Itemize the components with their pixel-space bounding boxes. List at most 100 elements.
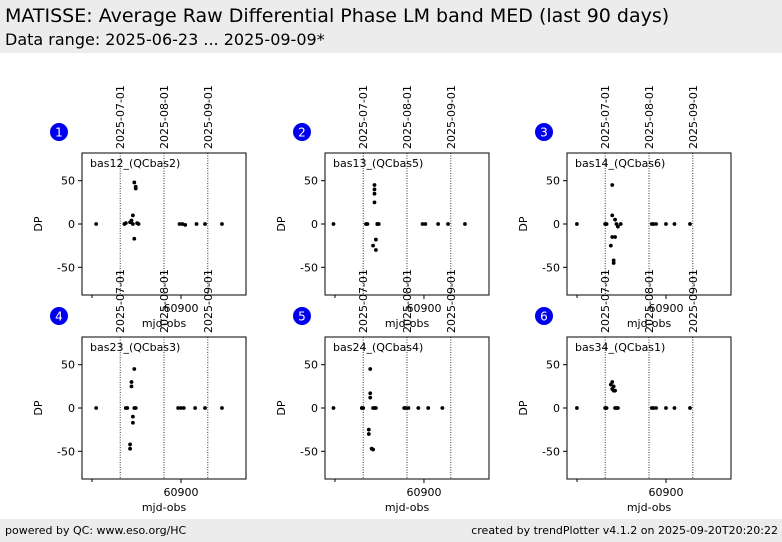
date-marker-label: 2025-07-01 [599,269,612,333]
panel-number-badge [535,307,553,325]
data-point [613,388,617,393]
panel-number: 5 [298,310,306,324]
data-point [376,222,381,226]
data-point [613,217,617,222]
data-point [446,222,450,226]
x-tick-label: 60900 [163,302,198,315]
data-point [426,406,431,410]
date-marker-label: 2025-09-01 [687,85,700,149]
data-point [129,384,134,389]
data-point [672,222,677,226]
data-point [176,406,181,410]
data-point [672,406,677,410]
y-tick-label: 50 [304,175,318,188]
data-point [688,406,692,410]
data-point [366,427,371,432]
date-marker-label: 2025-08-01 [401,269,414,333]
data-point [610,235,615,239]
y-tick-label: -50 [57,445,75,458]
panel-number-badge [50,123,68,141]
footer-credit: powered by QC: www.eso.org/HC [5,524,187,537]
date-marker-label: 2025-07-01 [114,269,127,333]
data-point [615,224,620,229]
date-marker-label: 2025-08-01 [643,269,656,333]
data-point [654,406,658,410]
y-tick-label: -50 [542,445,560,458]
panel-6: 2025-07-01 2025-08-01 2025-09-01 50 0 -50 6090… [517,269,732,514]
data-point [368,395,373,400]
data-point [373,406,378,410]
y-axis-label: DP [517,400,530,415]
date-marker-label: 2025-08-01 [401,85,414,149]
data-point [618,222,623,226]
panel-1: 2025-07-01 2025-08-01 2025-09-01 50 0 -50 6090… [32,85,247,330]
date-marker-label: 2025-08-01 [643,85,656,149]
x-tick-label: 60900 [406,486,441,499]
data-point [574,222,579,226]
data-point [651,222,656,226]
data-point [194,222,199,226]
x-axis-label: mjd-obs [385,317,430,330]
data-point [203,222,207,226]
data-point [133,184,138,189]
data-point [406,406,411,410]
data-point [128,442,132,447]
data-point [361,406,366,410]
data-point [181,406,186,410]
y-tick-label: 0 [68,218,75,231]
data-point [423,222,428,226]
y-axis-label: DP [275,216,288,231]
x-tick-label: 60900 [648,302,683,315]
data-point [574,406,579,410]
data-point [651,406,656,410]
data-point [130,213,135,218]
data-point [183,222,188,227]
data-point [331,222,336,226]
date-marker-label: 2025-07-01 [114,85,127,149]
y-axis-label: DP [275,400,288,415]
date-marker-label: 2025-08-01 [158,85,171,149]
data-point [373,237,378,242]
x-tick-label: 60900 [406,302,441,315]
data-point [654,222,658,226]
data-point [463,222,467,226]
data-point [371,447,375,452]
x-tick-label: 60900 [648,486,683,499]
y-tick-label: 50 [61,359,75,372]
data-point [610,380,615,384]
data-point [436,222,441,226]
data-point [94,222,99,226]
footer-generator: created by trendPlotter v4.1.2 on 2025-0… [471,524,778,537]
data-point [611,384,616,389]
data-point [613,235,617,239]
date-marker-label: 2025-08-01 [158,269,171,333]
y-tick-label: -50 [542,261,560,274]
panel-number-badge [293,123,311,141]
y-axis-label: DP [32,400,45,415]
y-tick-label: 0 [311,402,318,415]
x-axis-label: mjd-obs [142,501,187,514]
panel-number-badge [293,307,311,325]
date-marker-label: 2025-09-01 [445,269,458,333]
panel-2: 2025-07-01 2025-08-01 2025-09-01 50 0 -50 6090… [275,85,490,330]
y-axis-label: DP [32,216,45,231]
data-point [129,218,134,223]
data-point [368,391,373,396]
y-tick-label: 50 [304,359,318,372]
data-point [664,406,668,410]
data-point [130,222,135,226]
data-point [372,200,377,205]
y-tick-label: 0 [311,218,318,231]
x-axis-label: mjd-obs [627,317,672,330]
date-marker-label: 2025-09-01 [445,85,458,149]
data-point [132,367,137,371]
data-point [610,183,615,187]
panel-number: 2 [298,126,306,140]
data-point [365,222,370,226]
data-point [331,406,336,410]
y-axis-label: DP [517,216,530,231]
x-tick-label: 60900 [163,486,198,499]
data-point [368,367,373,371]
data-point [128,446,132,451]
